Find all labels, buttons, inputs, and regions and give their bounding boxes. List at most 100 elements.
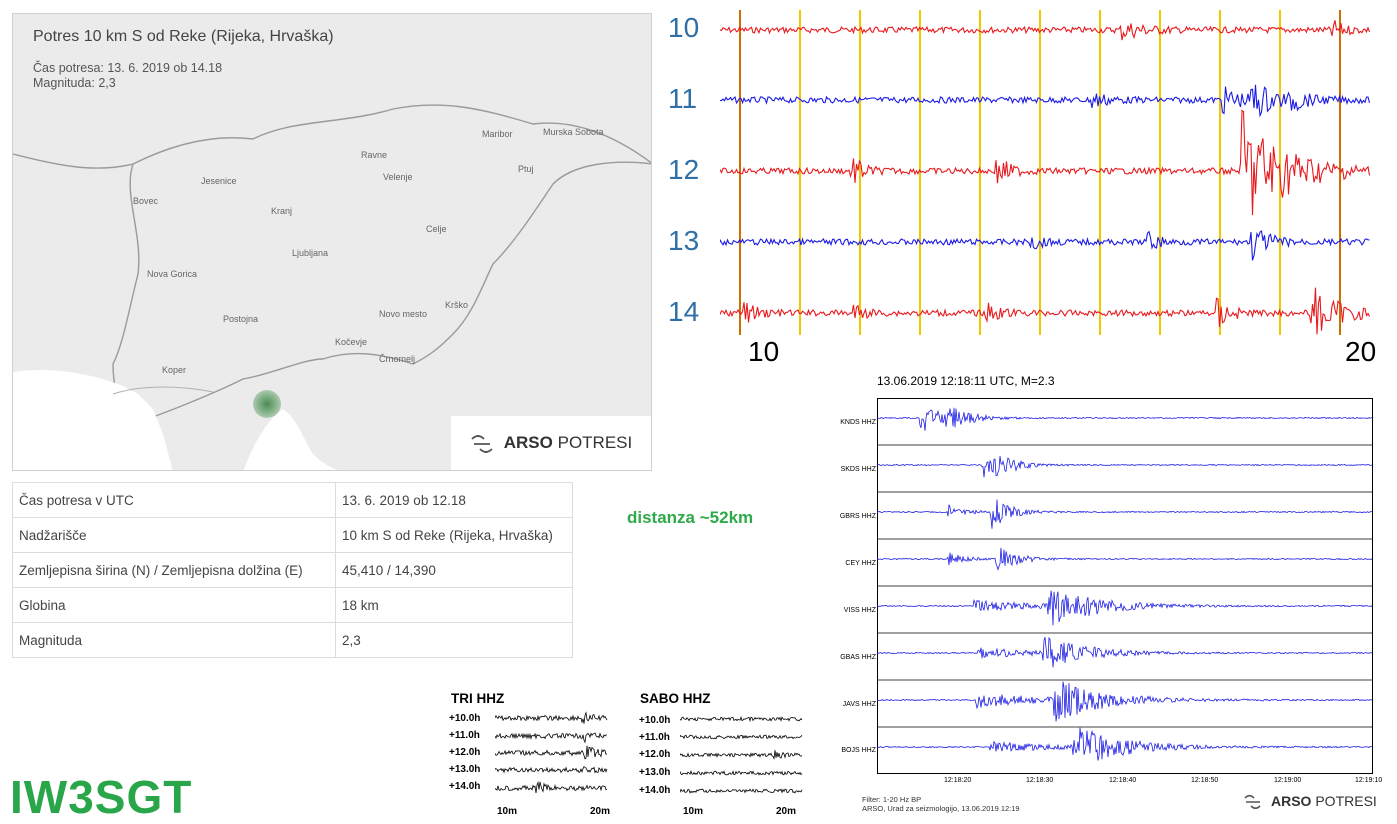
table-row: Nadžarišče 10 km S od Reke (Rijeka, Hrvaš… bbox=[12, 517, 573, 553]
time-tick: 12:19:10 bbox=[1355, 777, 1383, 784]
tri-helicorder bbox=[495, 711, 608, 794]
tri-trace bbox=[495, 732, 608, 744]
helicorder-row-label: 14 bbox=[668, 296, 700, 327]
city-label: Murska Sobota bbox=[543, 127, 604, 137]
station-trace bbox=[877, 455, 1373, 478]
station-label: KNDS HHZ bbox=[840, 419, 876, 426]
sabo-title: SABO HHZ bbox=[640, 691, 711, 706]
city-label: Celje bbox=[426, 224, 447, 234]
station-label: BOJS HHZ bbox=[841, 747, 876, 754]
filter-info: Filter: 1-20 Hz BP ARSO, Urad za seizmol… bbox=[862, 795, 1020, 813]
station-trace bbox=[877, 727, 1373, 761]
helicorder-trace bbox=[720, 20, 1371, 41]
arso-logo-icon bbox=[471, 435, 493, 453]
sabo-row-label: +11.0h bbox=[639, 732, 670, 743]
city-label: Črnomelj bbox=[379, 354, 416, 364]
sabo-axis-start: 10m bbox=[683, 806, 704, 817]
row-value: 18 km bbox=[335, 587, 573, 623]
station-label: GBRS HHZ bbox=[839, 513, 876, 520]
row-value: 45,410 / 14,390 bbox=[335, 552, 573, 588]
row-label: Nadžarišče bbox=[12, 517, 336, 553]
table-row: Magnituda 2,3 bbox=[12, 622, 573, 658]
map-background bbox=[13, 104, 651, 470]
tri-row-label: +13.0h bbox=[449, 764, 481, 775]
helicorder-trace bbox=[720, 230, 1370, 261]
map-time: Čas potresa: 13. 6. 2019 ob 14.18 bbox=[33, 61, 223, 75]
sabo-row-label: +14.0h bbox=[639, 785, 671, 796]
station-label: CEY HHZ bbox=[845, 560, 876, 567]
tri-trace bbox=[495, 780, 608, 794]
row-label: Globina bbox=[12, 587, 336, 623]
city-label: Novo mesto bbox=[379, 309, 428, 319]
tri-trace bbox=[495, 765, 608, 774]
row-value: 2,3 bbox=[335, 622, 573, 658]
logo-brand: ARSO bbox=[1271, 793, 1312, 809]
helicorder-trace bbox=[720, 109, 1371, 216]
tri-axis-end: 20m bbox=[590, 806, 611, 817]
row-label: Magnituda bbox=[12, 622, 336, 658]
sabo-trace bbox=[680, 734, 803, 740]
tri-title: TRI HHZ bbox=[451, 691, 505, 706]
city-label: Bovec bbox=[133, 196, 159, 206]
city-label: Ljubljana bbox=[292, 248, 329, 258]
time-tick: 12:18:20 bbox=[944, 777, 972, 784]
station-label: VISS HHZ bbox=[843, 607, 876, 614]
city-label: Nova Gorica bbox=[147, 269, 198, 279]
row-label: Zemljepisna širina (N) / Zemljepisna dol… bbox=[12, 552, 336, 588]
station-label: JAVS HHZ bbox=[842, 701, 876, 708]
station-trace bbox=[877, 681, 1373, 722]
map-magnitude: Magnituda: 2,3 bbox=[33, 76, 116, 90]
city-label: Kočevje bbox=[335, 337, 368, 347]
time-tick: 12:19:00 bbox=[1274, 777, 1302, 784]
tri-trace bbox=[495, 711, 608, 724]
sabo-trace bbox=[680, 770, 803, 776]
sabo-helicorder bbox=[680, 716, 803, 794]
tri-row-label: +12.0h bbox=[449, 747, 481, 758]
seismogram-plot bbox=[877, 407, 1373, 761]
helicorder-row-label: 13 bbox=[668, 225, 700, 256]
table-row: Zemljepisna širina (N) / Zemljepisna dol… bbox=[12, 552, 573, 588]
city-label: Velenje bbox=[383, 172, 413, 182]
tri-row-label: +11.0h bbox=[449, 730, 480, 741]
table-row: Čas potresa v UTC 13. 6. 2019 ob 12.18 bbox=[12, 482, 573, 518]
city-label: Ravne bbox=[361, 150, 388, 160]
sabo-row-label: +10.0h bbox=[639, 715, 671, 726]
table-row: Globina 18 km bbox=[12, 587, 573, 623]
row-label: Čas potresa v UTC bbox=[12, 482, 336, 518]
helicorder-trace bbox=[720, 84, 1371, 118]
sabo-axis-end: 20m bbox=[776, 806, 797, 817]
helicorder-row-label: 12 bbox=[668, 154, 700, 185]
sabo-trace bbox=[680, 750, 803, 760]
city-label: Krško bbox=[445, 300, 469, 310]
tri-trace bbox=[495, 745, 607, 760]
tri-row-label: +14.0h bbox=[449, 781, 481, 792]
station-trace bbox=[877, 547, 1373, 571]
arso-potresi-logo-bottom: ARSO POTRESI bbox=[1243, 793, 1377, 809]
helicorder-trace bbox=[720, 287, 1370, 335]
distance-note: distanza ~52km bbox=[627, 508, 754, 527]
filter-line: Filter: 1-20 Hz BP bbox=[862, 795, 922, 804]
callsign: IW3SGT bbox=[10, 771, 193, 823]
city-label: Maribor bbox=[482, 129, 513, 139]
earthquake-details-table: Čas potresa v UTC 13. 6. 2019 ob 12.18 Na… bbox=[12, 482, 573, 658]
city-label: Kranj bbox=[271, 206, 293, 216]
sabo-trace bbox=[680, 788, 803, 794]
earthquake-map[interactable]: Potres 10 km S od Reke (Rijeka, Hrvaška)… bbox=[12, 13, 652, 471]
sabo-row-label: +13.0h bbox=[639, 767, 671, 778]
time-tick: 12:18:30 bbox=[1026, 777, 1054, 784]
station-label: SKDS HHZ bbox=[840, 466, 876, 473]
helicorder-plot bbox=[720, 10, 1371, 335]
tri-row-label: +10.0h bbox=[449, 713, 481, 724]
city-label: Postojna bbox=[223, 314, 259, 324]
station-label: GBAS HHZ bbox=[840, 654, 876, 661]
helicorder-axis-start: 10 bbox=[748, 336, 780, 367]
logo-brand: ARSO bbox=[503, 433, 553, 452]
helicorder-axis-end: 20 bbox=[1345, 336, 1377, 367]
city-label: Jesenice bbox=[201, 176, 237, 186]
time-tick: 12:18:50 bbox=[1191, 777, 1219, 784]
epicenter-marker[interactable] bbox=[253, 390, 281, 418]
logo-product: POTRESI bbox=[1315, 793, 1377, 809]
city-label: Ptuj bbox=[518, 164, 534, 174]
row-value: 13. 6. 2019 ob 12.18 bbox=[335, 482, 573, 518]
time-tick: 12:18:40 bbox=[1109, 777, 1137, 784]
